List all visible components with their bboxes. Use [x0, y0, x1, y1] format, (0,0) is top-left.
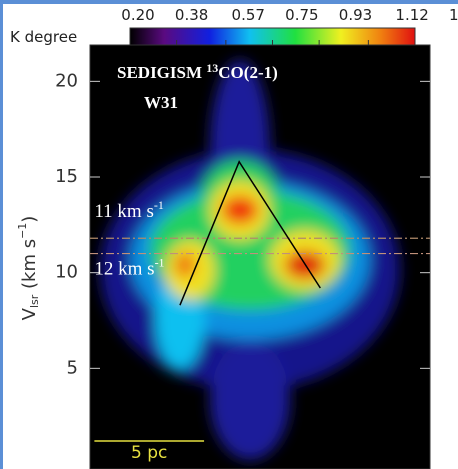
colorbar-tick-label: 0.57	[232, 6, 265, 24]
window-edge	[0, 0, 3, 469]
title-part: CO(2-1)	[218, 63, 277, 82]
colorbar-tick-label: 0.20	[121, 6, 154, 24]
ylabel-sup: −1	[16, 223, 29, 239]
line-series	[179, 160, 321, 306]
ylabel-part: (km s	[19, 239, 40, 295]
title-sup: 13	[206, 61, 218, 75]
colorbar-tick-label: 0.38	[175, 6, 208, 24]
annotation-text: 12 km s	[94, 259, 154, 280]
colorbar-tick-label: 0.93	[339, 6, 372, 24]
annotation: 11 km s-1	[94, 198, 163, 222]
y-tick-label: 15	[55, 166, 78, 187]
chart-subtitle: W31	[144, 93, 178, 112]
y-tick-label: 5	[67, 357, 78, 378]
colorbar-label: K degree	[10, 28, 77, 46]
annotation-sup: -1	[155, 256, 165, 270]
y-tick-label: 20	[55, 70, 78, 91]
window-edge	[0, 0, 458, 4]
ylabel-sub: lsr	[28, 294, 41, 308]
annotation-sup: -1	[154, 198, 164, 212]
ylabel-part: )	[19, 216, 40, 223]
annotation-text: 11 km s	[94, 201, 153, 222]
annotation: 12 km s-1	[94, 256, 164, 280]
colorbar-tick-label: 1.30	[449, 6, 458, 24]
y-axis-label: Vlsr (km s−1)	[16, 216, 41, 321]
ylabel-part: V	[19, 307, 40, 320]
emission	[100, 60, 400, 460]
chart-title: SEDIGISM 13CO(2-1)	[117, 61, 278, 82]
title-part: SEDIGISM	[117, 63, 206, 82]
colorbar-tick-label: 1.12	[395, 6, 428, 24]
scale-bar-label: 5 pc	[131, 443, 167, 463]
y-tick-label: 10	[55, 262, 78, 283]
colorbar-tick-label: 0.75	[285, 6, 318, 24]
